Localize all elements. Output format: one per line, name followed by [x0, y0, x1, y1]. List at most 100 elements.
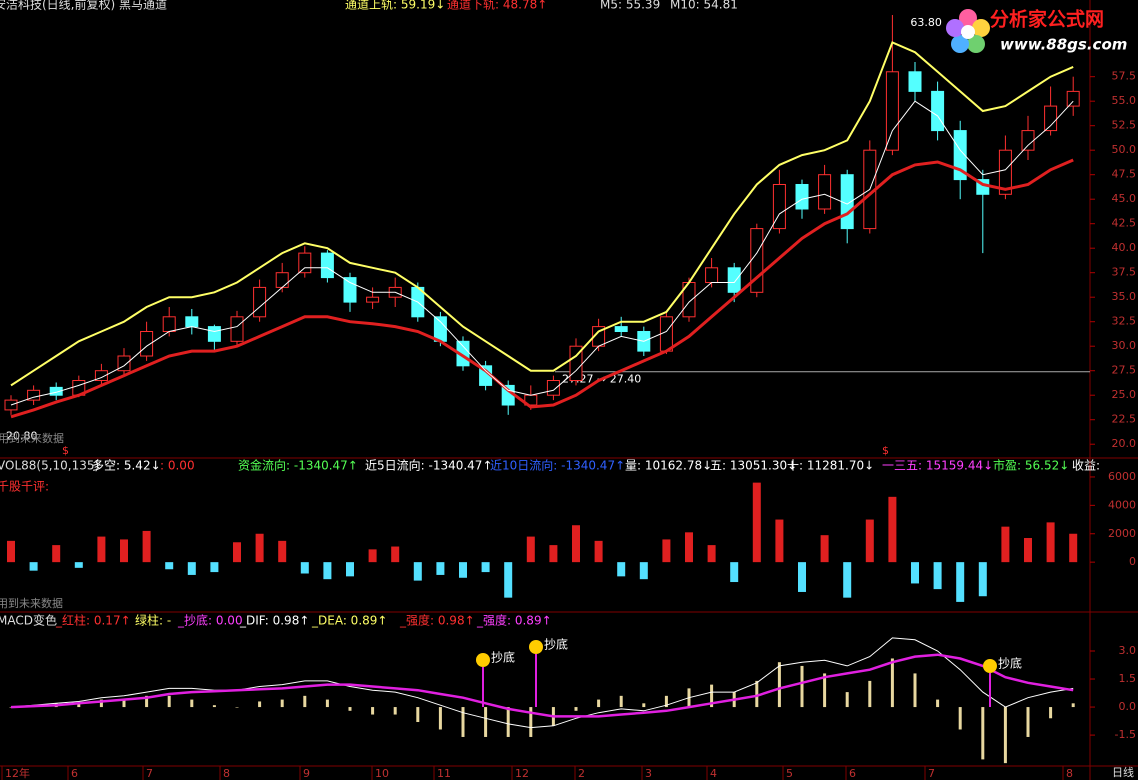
- y-tick-label: 45.0: [1112, 192, 1137, 205]
- macd-bar: [1003, 707, 1007, 764]
- volume-bar: [391, 546, 400, 563]
- legend-entry: : 0.00: [160, 459, 195, 473]
- volume-bar: [233, 542, 241, 563]
- x-tick-label: 8: [223, 767, 230, 780]
- macd-bar: [212, 705, 216, 708]
- legend-entry: _红柱: 0.17↑: [55, 613, 131, 628]
- logo-title: 分析家公式网: [990, 8, 1104, 31]
- macd-bar: [664, 695, 668, 708]
- macd-bar: [823, 673, 827, 708]
- legend-entry: 量: 10162.78↓: [625, 459, 712, 473]
- y-tick-label: 1.5: [1119, 672, 1137, 685]
- candle-body: [908, 71, 922, 92]
- candle-body: [569, 345, 583, 382]
- volume-bar: [346, 562, 354, 577]
- macd-bar: [484, 707, 488, 737]
- volume-bar: [1001, 526, 1010, 563]
- x-tick-label: 3: [645, 767, 652, 780]
- candle-body: [885, 71, 899, 151]
- volume-bar: [730, 562, 739, 583]
- candle-body: [772, 183, 786, 230]
- macd-bar: [755, 680, 759, 708]
- volume-bar: [911, 562, 919, 584]
- macd-bar: [845, 692, 849, 708]
- y-tick-label: 57.5: [1112, 70, 1137, 83]
- x-tick-label: 8: [1066, 767, 1073, 780]
- macd-bar: [642, 703, 646, 708]
- candle-body: [94, 370, 108, 382]
- signal-icon: [529, 640, 543, 654]
- volume-bar: [165, 562, 174, 570]
- macd-bar: [1071, 703, 1075, 708]
- peak-label: 63.80: [910, 16, 942, 29]
- macd-bar: [438, 707, 442, 730]
- macd-bar: [122, 699, 126, 708]
- legend-entry: 五: 13051.30↓: [710, 459, 797, 473]
- volume-bar: [368, 549, 377, 563]
- volume-bar: [120, 539, 128, 563]
- candle-body: [4, 399, 18, 411]
- volume-bar: [752, 482, 761, 563]
- legend-entry: M5: 55.39: [600, 0, 660, 12]
- y-tick-label: 27.5: [1112, 364, 1137, 377]
- panel-title: VOL88(5,10,135): [0, 459, 99, 473]
- volume-bar: [798, 562, 806, 592]
- macd-bar: [280, 699, 284, 708]
- macd-bar: [529, 707, 533, 737]
- macd-bar: [800, 665, 804, 708]
- volume-bar: [52, 545, 61, 563]
- y-tick-label: 3.0: [1119, 644, 1137, 657]
- signal-icon: [476, 653, 490, 667]
- candle-body: [275, 272, 289, 288]
- macd-bar: [348, 707, 352, 711]
- volume-bar: [978, 562, 987, 597]
- legend-entry: 收益:: [1072, 459, 1100, 473]
- macd-bar: [597, 699, 601, 708]
- volume-bar: [594, 540, 603, 563]
- macd-bar: [167, 695, 171, 708]
- candle-body: [27, 389, 41, 401]
- candle-body: [49, 386, 63, 396]
- x-tick-label: 11: [437, 767, 451, 780]
- volume-bar: [707, 545, 716, 563]
- macd-bar: [77, 703, 81, 708]
- volume-bar: [865, 519, 874, 563]
- volume-bar: [436, 562, 445, 575]
- y-tick-label: 35.0: [1112, 290, 1137, 303]
- candle-body: [1044, 105, 1058, 132]
- candle-body: [162, 316, 176, 333]
- candle-body: [795, 183, 809, 210]
- candle-body: [320, 252, 334, 279]
- volume-bar: [481, 562, 490, 573]
- line: [10, 158, 1074, 419]
- y-tick-label: -1.5: [1115, 728, 1136, 741]
- macd-bar: [416, 707, 420, 723]
- note: 用到未来数据: [0, 596, 63, 610]
- macd-bar: [506, 707, 510, 737]
- volume-bar: [278, 540, 287, 563]
- signal-marker: $: [62, 444, 69, 457]
- macd-bar: [461, 707, 465, 737]
- candle-body: [207, 326, 221, 342]
- macd-bar: [190, 699, 194, 708]
- x-tick-label: 5: [786, 767, 793, 780]
- candle-body: [140, 331, 154, 357]
- candle-body: [1066, 90, 1080, 107]
- x-tick-label: 6: [71, 767, 78, 780]
- macd-bar: [258, 701, 262, 708]
- legend-entry: 通道下轨: 48.78↑: [447, 0, 547, 12]
- volume-bar: [549, 545, 558, 563]
- y-tick-label: 47.5: [1112, 168, 1137, 181]
- signal-label: 抄底: [491, 650, 515, 665]
- macd-bar: [325, 699, 329, 708]
- x-tick-label: 7: [146, 767, 153, 780]
- candle-body: [253, 286, 267, 318]
- macd-bar: [145, 695, 149, 708]
- signal-marker: $: [882, 444, 889, 457]
- y-tick-label: 30.0: [1112, 339, 1137, 352]
- y-tick-label: 42.5: [1112, 217, 1137, 230]
- panel-title: MACD变色: [0, 613, 57, 628]
- volume-bar: [639, 562, 648, 580]
- y-tick-label: 37.5: [1112, 266, 1137, 279]
